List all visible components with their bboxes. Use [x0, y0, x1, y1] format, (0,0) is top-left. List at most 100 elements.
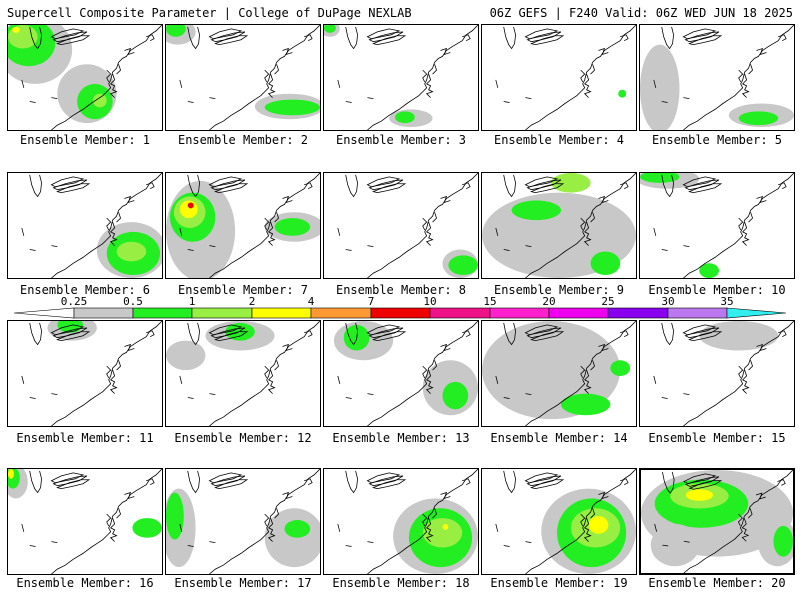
map-boundary-8-11 [345, 249, 352, 251]
map-boundary-16-4 [51, 469, 162, 574]
map-boundary-8-6 [422, 217, 428, 231]
map-panel-member-7[interactable] [165, 172, 321, 279]
scp-contour-17-3 [284, 520, 311, 538]
map-boundary-17-11 [187, 545, 194, 547]
map-boundary-4-3 [530, 35, 565, 46]
map-panel-member-6[interactable] [7, 172, 163, 279]
map-boundary-7-6 [264, 217, 270, 231]
map-panel-member-1[interactable] [7, 24, 163, 131]
map-boundary-20-0 [662, 471, 675, 494]
map-boundary-18-9 [462, 478, 471, 486]
map-graphic-19 [495, 469, 636, 574]
map-panel-member-11[interactable] [7, 320, 163, 427]
map-boundary-15-5 [741, 369, 750, 394]
map-boundary-9-11 [503, 249, 510, 251]
map-panel-member-19[interactable] [481, 468, 637, 575]
map-panel-member-18[interactable] [323, 468, 479, 575]
map-boundary-6-5 [109, 221, 118, 246]
map-boundary-18-6 [422, 513, 428, 527]
map-boundary-10-2 [684, 179, 720, 191]
scp-contour-12-2 [166, 340, 206, 371]
map-panel-member-3[interactable] [323, 24, 479, 131]
scp-contour-13-3 [442, 381, 469, 410]
map-boundary-11-11 [29, 397, 36, 399]
map-boundary-20-11 [662, 544, 669, 547]
map-panel-member-5[interactable] [639, 24, 795, 131]
ensemble-member-label-18: Ensemble Member: 18 [332, 576, 470, 590]
map-boundary-6-8 [124, 195, 135, 204]
map-boundary-12-7 [274, 360, 279, 371]
map-boundary-4-10 [495, 79, 499, 88]
map-panel-member-4[interactable] [481, 24, 637, 131]
map-boundary-4-12 [525, 97, 532, 99]
map-boundary-6-12 [51, 245, 58, 247]
map-boundary-9-5 [583, 221, 592, 246]
map-boundary-9-12 [525, 245, 532, 247]
ensemble-member-label-6: Ensemble Member: 6 [19, 283, 151, 297]
map-boundary-8-2 [368, 179, 404, 191]
scp-contour-16-2 [8, 469, 14, 479]
map-boundary-13-6 [422, 365, 428, 379]
map-boundary-3-0 [345, 26, 358, 50]
map-boundary-19-11 [503, 545, 510, 547]
map-boundary-1-4 [51, 25, 162, 130]
map-boundary-3-7 [432, 64, 437, 75]
map-panel-member-8[interactable] [323, 172, 479, 279]
map-panel-member-9[interactable] [481, 172, 637, 279]
map-boundary-14-12 [525, 393, 532, 395]
map-boundary-5-9 [778, 34, 787, 42]
map-boundary-3-3 [372, 35, 407, 46]
map-boundary-2-8 [282, 47, 293, 56]
scp-contour-9-1 [511, 200, 561, 221]
map-boundary-8-9 [462, 182, 471, 190]
map-graphic-8 [337, 173, 478, 278]
map-panel-member-2[interactable] [165, 24, 321, 131]
map-boundary-16-8 [124, 491, 135, 500]
map-boundary-3-2 [368, 31, 404, 43]
map-boundary-17-6 [264, 513, 270, 527]
map-panel-member-14[interactable] [481, 320, 637, 427]
map-boundary-4-11 [503, 101, 510, 103]
map-panel-member-16[interactable] [7, 468, 163, 575]
colorbar-segment-11 [667, 307, 728, 319]
map-boundary-16-2 [52, 475, 88, 487]
map-boundary-14-4 [525, 321, 636, 426]
map-boundary-5-6 [738, 69, 744, 83]
map-boundary-13-8 [440, 343, 451, 352]
map-boundary-6-3 [56, 183, 91, 194]
map-boundary-15-10 [653, 375, 657, 384]
map-boundary-1-8 [124, 47, 135, 56]
map-boundary-3-12 [367, 97, 374, 99]
map-boundary-7-7 [274, 212, 279, 223]
map-boundary-8-7 [432, 212, 437, 223]
map-boundary-13-5 [425, 369, 434, 394]
map-boundary-10-5 [741, 221, 750, 246]
map-boundary-12-10 [179, 375, 183, 384]
colorbar: 0.25 0.5 1 2 4 7 10 15 20 25 30 35 [0, 294, 800, 320]
ensemble-member-label-9: Ensemble Member: 9 [493, 283, 625, 297]
map-boundary-14-8 [598, 343, 609, 352]
map-panel-member-15[interactable] [639, 320, 795, 427]
map-boundary-7-3 [214, 183, 249, 194]
map-boundary-20-8 [755, 492, 766, 500]
scp-contour-3-1 [324, 25, 336, 33]
map-panel-member-20[interactable] [639, 468, 795, 575]
scp-contour-7-4 [187, 202, 194, 209]
scp-contour-19-3 [588, 516, 609, 534]
map-boundary-5-0 [661, 26, 674, 50]
map-boundary-14-11 [503, 397, 510, 399]
map-boundary-11-9 [146, 330, 155, 338]
colorbar-tick-label-3: 2 [249, 295, 256, 308]
map-panel-member-10[interactable] [639, 172, 795, 279]
map-boundary-17-0 [187, 470, 200, 494]
map-boundary-17-3 [214, 479, 249, 490]
map-graphic-12 [166, 321, 320, 426]
map-boundary-20-7 [747, 508, 753, 519]
map-panel-member-13[interactable] [323, 320, 479, 427]
map-panel-member-12[interactable] [165, 320, 321, 427]
map-boundary-1-10 [21, 79, 25, 88]
map-boundary-13-12 [367, 393, 374, 395]
map-boundary-18-7 [432, 508, 437, 519]
map-panel-member-17[interactable] [165, 468, 321, 575]
map-boundary-10-6 [738, 217, 744, 231]
